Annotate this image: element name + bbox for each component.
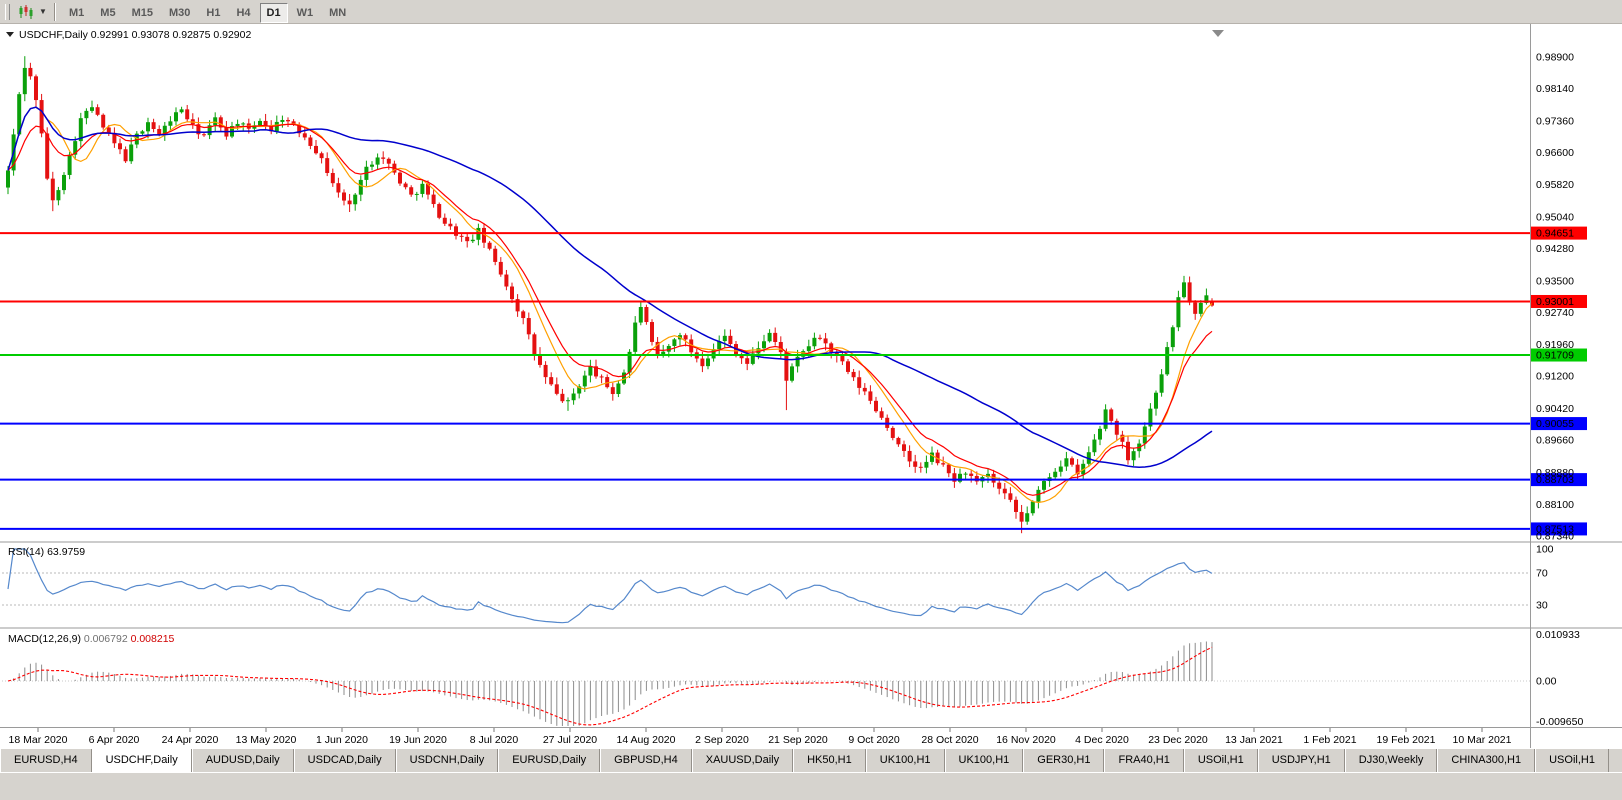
svg-text:0.87513: 0.87513 (1536, 523, 1574, 535)
svg-text:0.91200: 0.91200 (1536, 371, 1574, 383)
svg-text:28 Oct 2020: 28 Oct 2020 (921, 734, 978, 746)
chart-tab-uk100-h1[interactable]: UK100,H1 (944, 749, 1024, 772)
chart-tab-dj30-weekly[interactable]: DJ30,Weekly (1344, 749, 1438, 772)
time-axis: 18 Mar 2020 6 Apr 2020 24 Apr 2020 13 May 2… (9, 728, 1512, 746)
rsi-panel: RSI(14) 63.9759 (2, 546, 1530, 624)
macd-panel: MACD(12,26,9) 0.006792 0.008215 (2, 633, 1530, 726)
timeframe-button-m30[interactable]: M30 (168, 6, 191, 19)
chart-tab-hk50-h1[interactable]: HK50,H1 (793, 749, 866, 772)
svg-text:0.98140: 0.98140 (1536, 83, 1574, 95)
svg-text:0.94651: 0.94651 (1536, 228, 1574, 240)
chart-tab-usdcad-daily[interactable]: USDCAD,Daily (293, 749, 396, 772)
svg-text:0.90055: 0.90055 (1536, 418, 1574, 430)
svg-text:14 Aug 2020: 14 Aug 2020 (617, 734, 676, 746)
svg-text:30: 30 (1536, 600, 1548, 612)
svg-text:0.88100: 0.88100 (1536, 499, 1574, 511)
svg-text:0.91709: 0.91709 (1536, 350, 1574, 362)
timeframe-button-d1[interactable]: D1 (259, 2, 288, 23)
svg-text:MACD(12,26,9) 0.006792 0.00821: MACD(12,26,9) 0.006792 0.008215 (8, 633, 175, 645)
chart-tab-usoil-h1[interactable]: USOil,H1 (1183, 749, 1258, 772)
chart-tab-ger30-h1[interactable]: GER30,H1 (1023, 749, 1105, 772)
chevron-down-icon[interactable]: ▼ (39, 7, 47, 16)
svg-text:RSI(14) 63.9759: RSI(14) 63.9759 (8, 546, 85, 558)
svg-text:0.90420: 0.90420 (1536, 403, 1574, 415)
svg-text:13 May 2020: 13 May 2020 (236, 734, 297, 746)
moving-averages-layer (7, 106, 1213, 504)
svg-text:USDCHF,Daily 0.92991 0.93078 0: USDCHF,Daily 0.92991 0.93078 0.92875 0.9… (19, 29, 251, 41)
svg-text:0.91960: 0.91960 (1536, 339, 1574, 351)
svg-text:0.88703: 0.88703 (1536, 474, 1574, 486)
svg-text:16 Nov 2020: 16 Nov 2020 (996, 734, 1056, 746)
svg-text:24 Apr 2020: 24 Apr 2020 (162, 734, 219, 746)
svg-text:0.93500: 0.93500 (1536, 275, 1574, 287)
timeframe-button-m15[interactable]: M15 (131, 6, 153, 19)
chart-tab-gbpusd-h4[interactable]: GBPUSD,H4 (600, 749, 692, 772)
timeframe-button-mn[interactable]: MN (329, 6, 347, 19)
toolbar-grip[interactable] (5, 3, 10, 20)
chart-tabs-bar: EURUSD,H4 USDCHF,Daily AUDUSD,Daily USDCAD,… (0, 748, 1622, 772)
chart-tab-usdcnh-daily[interactable]: USDCNH,Daily (395, 749, 499, 772)
svg-text:0.010933: 0.010933 (1536, 629, 1580, 641)
svg-text:100: 100 (1536, 544, 1554, 556)
timeframe-button-m1[interactable]: M1 (69, 6, 85, 19)
timeframe-buttons: M1 M5 M15 M30 H1 H4 D1 W1 MN (61, 2, 354, 23)
svg-text:10 Mar 2021: 10 Mar 2021 (1453, 734, 1512, 746)
timeframe-button-h4[interactable]: H4 (236, 6, 251, 19)
svg-text:1 Jun 2020: 1 Jun 2020 (316, 734, 368, 746)
svg-text:0.93001: 0.93001 (1536, 296, 1574, 308)
chart-tab-usdchf-daily[interactable]: USDCHF,Daily (91, 749, 192, 772)
chart-tab-audusd-daily[interactable]: AUDUSD,Daily (191, 749, 294, 772)
chart-tab-china300-h1[interactable]: CHINA300,H1 (1437, 749, 1536, 772)
svg-text:21 Sep 2020: 21 Sep 2020 (768, 734, 828, 746)
svg-text:70: 70 (1536, 568, 1548, 580)
status-bar (0, 772, 1622, 800)
svg-text:2 Sep 2020: 2 Sep 2020 (695, 734, 749, 746)
candlestick-chart-icon[interactable] (15, 2, 37, 22)
chart-window: RSI(14) 63.9759 MACD(12,26,9) 0.006792 0.… (0, 24, 1622, 748)
svg-text:0.88880: 0.88880 (1536, 467, 1574, 479)
svg-text:0.96600: 0.96600 (1536, 147, 1574, 159)
price-axis: 0.94651 0.93001 0.91709 0.90055 0.88703 0.875… (1531, 52, 1587, 728)
horizontal-lines-layer (0, 232, 1530, 530)
candles-layer (6, 56, 1214, 534)
toolbar-separator (54, 2, 56, 21)
svg-text:27 Jul 2020: 27 Jul 2020 (543, 734, 597, 746)
svg-text:0.94280: 0.94280 (1536, 243, 1574, 255)
svg-text:19 Feb 2021: 19 Feb 2021 (1377, 734, 1436, 746)
svg-text:19 Jun 2020: 19 Jun 2020 (389, 734, 447, 746)
chart-tab-fra40-h1[interactable]: FRA40,H1 (1104, 749, 1184, 772)
svg-text:18 Mar 2020: 18 Mar 2020 (9, 734, 68, 746)
price-chart[interactable]: RSI(14) 63.9759 MACD(12,26,9) 0.006792 0.… (0, 24, 1622, 748)
svg-text:6 Apr 2020: 6 Apr 2020 (89, 734, 140, 746)
svg-text:23 Dec 2020: 23 Dec 2020 (1148, 734, 1208, 746)
svg-text:13 Jan 2021: 13 Jan 2021 (1225, 734, 1283, 746)
svg-text:-0.009650: -0.009650 (1536, 716, 1583, 728)
svg-text:0.95040: 0.95040 (1536, 211, 1574, 223)
timeframe-button-m5[interactable]: M5 (100, 6, 116, 19)
svg-text:0.89660: 0.89660 (1536, 434, 1574, 446)
svg-text:0.92740: 0.92740 (1536, 307, 1574, 319)
timeframe-toolbar: ▼ M1 M5 M15 M30 H1 H4 D1 W1 MN (0, 0, 1622, 24)
chart-tab-xauusd-daily[interactable]: XAUUSD,Daily (691, 749, 794, 772)
svg-text:0.98900: 0.98900 (1536, 52, 1574, 64)
svg-text:0.00: 0.00 (1536, 676, 1557, 688)
timeframe-button-h1[interactable]: H1 (206, 6, 221, 19)
svg-text:9 Oct 2020: 9 Oct 2020 (848, 734, 900, 746)
chart-tab-eurusd-h4[interactable]: EURUSD,H4 (0, 749, 92, 772)
svg-text:4 Dec 2020: 4 Dec 2020 (1075, 734, 1129, 746)
timeframe-button-w1[interactable]: W1 (296, 6, 314, 19)
svg-text:0.97360: 0.97360 (1536, 115, 1574, 127)
svg-text:0.95820: 0.95820 (1536, 179, 1574, 191)
chart-tab-eurusd-daily[interactable]: EURUSD,Daily (498, 749, 601, 772)
svg-text:0.87340: 0.87340 (1536, 531, 1574, 543)
svg-text:1 Feb 2021: 1 Feb 2021 (1303, 734, 1356, 746)
panel-chrome: USDCHF,Daily 0.92991 0.93078 0.92875 0.9… (0, 24, 1622, 748)
chart-tab-usdjpy-h1[interactable]: USDJPY,H1 (1257, 749, 1345, 772)
svg-text:8 Jul 2020: 8 Jul 2020 (470, 734, 519, 746)
chart-tab-usoil-h1[interactable]: USOil,H1 (1535, 749, 1609, 772)
chart-tab-uk100-h1[interactable]: UK100,H1 (865, 749, 945, 772)
